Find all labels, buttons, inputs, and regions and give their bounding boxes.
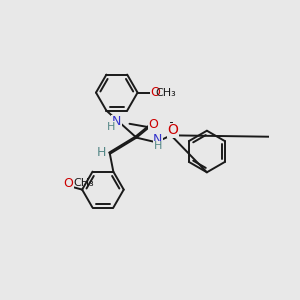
Text: CH₃: CH₃	[74, 178, 94, 188]
Text: H: H	[154, 141, 162, 152]
Text: N: N	[153, 134, 163, 146]
Text: H: H	[107, 122, 115, 132]
Text: H: H	[97, 146, 106, 159]
Text: N: N	[112, 115, 121, 128]
Text: O: O	[148, 118, 158, 131]
Text: O: O	[150, 86, 160, 99]
Text: O: O	[167, 123, 178, 137]
Text: O: O	[63, 177, 73, 190]
Text: CH₃: CH₃	[155, 88, 176, 98]
